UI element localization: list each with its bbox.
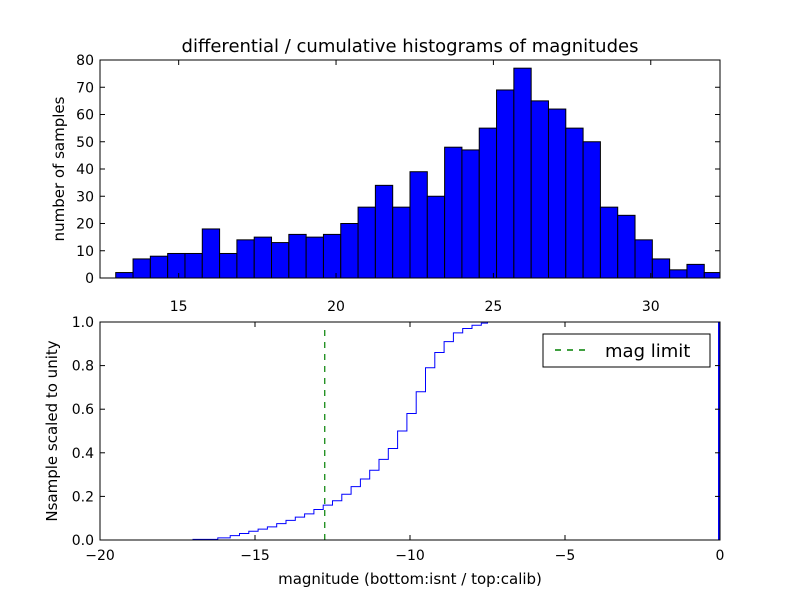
histogram-bar [444, 146, 463, 279]
histogram-bar [478, 127, 498, 279]
chart-title: differential / cumulative histograms of … [182, 36, 639, 57]
histogram-bar [236, 239, 255, 279]
y-tick-label: 40 [76, 162, 94, 178]
histogram-bar [322, 233, 342, 279]
histogram-bar [651, 258, 671, 279]
histogram-bar [167, 252, 186, 279]
histogram-bar [426, 195, 446, 279]
y-tick-label: 20 [76, 217, 94, 233]
histogram-bar [703, 272, 721, 279]
x-tick-label: 15 [170, 299, 188, 315]
histogram-bar [461, 149, 480, 279]
histogram-bar [634, 239, 653, 279]
histogram-bar [599, 206, 619, 279]
legend: mag limit [542, 333, 711, 368]
y-axis-label-bottom: Nsample scaled to unity [43, 340, 61, 521]
histogram-bar [305, 236, 324, 279]
histogram-bar [565, 127, 584, 279]
cumulative-panel: magnitude (bottom:isnt / top:calib) Nsam… [43, 315, 724, 588]
x-tick-label: 20 [327, 299, 345, 315]
x-tick-label: 25 [484, 299, 502, 315]
y-tick-label: 10 [76, 244, 94, 260]
histogram-bar [409, 171, 428, 279]
histogram-bar [669, 269, 688, 279]
top-plot-frame [99, 59, 721, 279]
histogram-bar [617, 214, 636, 279]
y-tick-label: 0 [85, 271, 94, 287]
histogram-bar [288, 233, 307, 279]
y-axis-label-top: number of samples [50, 96, 68, 241]
histogram-bar [219, 252, 238, 279]
histogram-bar [496, 89, 515, 279]
y-tick-label: 60 [76, 108, 94, 124]
histogram-bars [115, 67, 721, 279]
y-tick-label: 30 [76, 189, 94, 205]
y-tick-label: 0.2 [72, 489, 94, 505]
histogram-bar [184, 252, 203, 279]
cumulative-lines [100, 321, 720, 541]
cumulative-step-line [100, 321, 720, 541]
histogram-bar [115, 272, 134, 279]
legend-label-mag-limit: mag limit [605, 341, 690, 362]
histogram-bar [201, 228, 221, 279]
histogram-bar [547, 108, 567, 279]
bottom-axis-ticks: 0.0 0.2 0.4 0.6 0.8 1.0 −20 −15 −10 −5 0 [72, 315, 725, 564]
x-tick-label: −20 [85, 548, 115, 564]
histogram-bar [582, 141, 601, 279]
y-tick-label: 0.6 [72, 402, 94, 418]
y-tick-label: 70 [76, 80, 94, 96]
histogram-bar [513, 67, 532, 279]
x-axis-label-bottom: magnitude (bottom:isnt / top:calib) [278, 570, 542, 588]
histogram-bar [357, 206, 376, 279]
x-tick-label: 30 [642, 299, 660, 315]
x-tick-label: −5 [555, 548, 576, 564]
x-tick-label: −15 [240, 548, 270, 564]
y-tick-label: 0.0 [72, 533, 94, 549]
y-tick-label: 80 [76, 53, 94, 69]
histogram-bar [132, 258, 151, 279]
y-tick-label: 0.4 [72, 446, 94, 462]
histogram-bar [392, 206, 411, 279]
x-tick-label: 0 [716, 548, 725, 564]
y-tick-label: 0.8 [72, 359, 94, 375]
histogram-bar [149, 255, 169, 279]
histogram-bar [340, 223, 359, 279]
top-axis-ticks: 0 10 20 30 40 50 60 70 80 15 20 25 30 [76, 53, 720, 315]
histogram-bar [686, 263, 705, 279]
bottom-plot-frame [99, 321, 721, 541]
histogram-bar [253, 236, 273, 279]
histogram-bar [271, 242, 290, 279]
y-tick-label: 50 [76, 135, 94, 151]
histogram-panel: differential / cumulative histograms of … [50, 36, 721, 315]
histogram-bar [530, 100, 549, 279]
histogram-bar [374, 184, 394, 279]
x-tick-label: −10 [395, 548, 425, 564]
y-tick-label: 1.0 [72, 315, 94, 331]
